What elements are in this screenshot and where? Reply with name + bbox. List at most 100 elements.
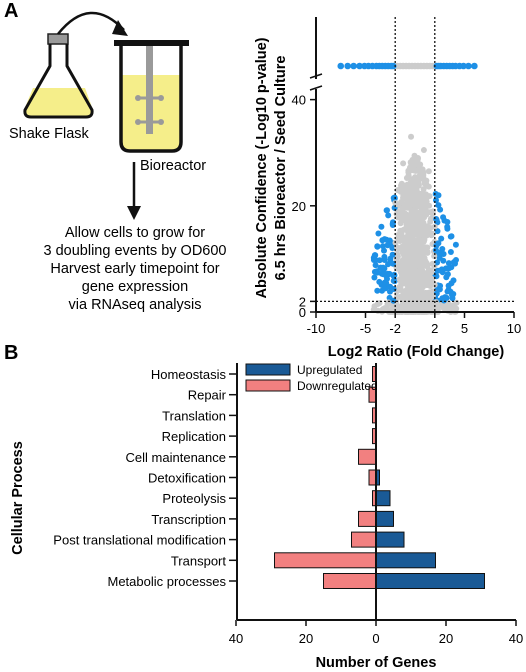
volcano-point bbox=[429, 260, 436, 267]
volcano-point bbox=[405, 283, 412, 289]
volcano-point bbox=[445, 265, 452, 272]
volcano-point bbox=[437, 206, 444, 213]
volcano-point bbox=[379, 243, 386, 250]
x-ticks: 40 20 0 20 40 bbox=[229, 620, 523, 646]
capped-point bbox=[465, 62, 472, 70]
bar-downregulated bbox=[274, 552, 377, 569]
volcano-point bbox=[387, 283, 394, 290]
legend-label-downregulated: Downregulated bbox=[297, 379, 378, 393]
volcano-point bbox=[384, 270, 391, 277]
volcano-point bbox=[384, 242, 391, 249]
volcano-point bbox=[390, 260, 396, 267]
volcano-point bbox=[374, 243, 381, 250]
bar-downregulated bbox=[323, 573, 377, 589]
bar-upregulated bbox=[375, 552, 436, 569]
bar-downregulated bbox=[368, 469, 377, 486]
volcano-point bbox=[434, 228, 441, 235]
volcano-point bbox=[431, 281, 438, 288]
volcano-point bbox=[452, 260, 458, 267]
volcano-point bbox=[384, 207, 390, 214]
volcano-point bbox=[372, 252, 379, 259]
volcano-point bbox=[406, 238, 413, 245]
volcano-point bbox=[449, 295, 456, 302]
volcano-point bbox=[410, 243, 417, 250]
volcano-point bbox=[374, 301, 381, 307]
volcano-point bbox=[389, 251, 396, 258]
axis-break-mark bbox=[309, 73, 323, 79]
bars bbox=[274, 366, 485, 589]
volcano-point bbox=[448, 233, 455, 240]
legend-label-upregulated: Upregulated bbox=[297, 363, 362, 377]
volcano-point bbox=[420, 170, 427, 177]
volcano-point bbox=[400, 160, 407, 167]
volcano-point bbox=[401, 275, 407, 282]
process-line: Allow cells to grow for bbox=[64, 225, 206, 241]
volcano-point bbox=[435, 306, 441, 313]
volcano-point bbox=[435, 202, 442, 209]
category-label: Replication bbox=[162, 429, 226, 444]
volcano-point bbox=[411, 213, 418, 220]
volcano-point bbox=[420, 280, 427, 287]
bar-upregulated bbox=[375, 490, 391, 507]
bar-upregulated bbox=[375, 573, 485, 589]
x-tick-label: -5 bbox=[360, 321, 372, 336]
capped-point bbox=[356, 62, 363, 70]
x-tick-label: 20 bbox=[439, 631, 453, 646]
volcano-point bbox=[393, 211, 400, 218]
volcano-point bbox=[410, 303, 417, 310]
x-tick-label: 10 bbox=[507, 321, 521, 336]
volcano-point bbox=[372, 262, 379, 269]
volcano-point bbox=[411, 264, 418, 271]
volcano-point bbox=[447, 249, 454, 255]
volcano-point bbox=[403, 223, 410, 230]
arrow-down-icon bbox=[127, 162, 141, 220]
process-description: Allow cells to grow for 3 doubling event… bbox=[20, 224, 250, 314]
volcano-point bbox=[438, 235, 445, 242]
category-label: Homeostasis bbox=[151, 367, 227, 382]
volcano-point bbox=[422, 293, 428, 300]
volcano-point bbox=[404, 181, 411, 188]
category-label: Metabolic processes bbox=[108, 574, 227, 589]
volcano-point bbox=[411, 296, 417, 303]
bioreactor-icon bbox=[114, 40, 189, 153]
volcano-point bbox=[400, 214, 407, 221]
volcano-point bbox=[425, 304, 432, 311]
legend: Upregulated Downregulated bbox=[245, 363, 378, 393]
arrow-curved-icon bbox=[57, 11, 128, 36]
volcano-point bbox=[396, 284, 403, 291]
volcano-point bbox=[425, 267, 432, 274]
volcano-point bbox=[374, 268, 380, 275]
x-tick-label: -2 bbox=[389, 321, 401, 336]
volcano-point bbox=[391, 272, 398, 279]
volcano-point bbox=[397, 220, 404, 227]
volcano-point bbox=[435, 192, 442, 199]
volcano-point bbox=[375, 230, 382, 237]
category-label: Post translational modification bbox=[53, 533, 226, 548]
volcano-point bbox=[381, 236, 388, 243]
volcano-point bbox=[418, 208, 425, 215]
volcano-point bbox=[421, 180, 428, 187]
volcano-point bbox=[434, 267, 441, 274]
volcano-point bbox=[394, 253, 401, 260]
volcano-point bbox=[422, 207, 429, 214]
bar-upregulated bbox=[375, 531, 405, 548]
process-line: via RNAseq analysis bbox=[68, 297, 202, 313]
x-tick-label: 5 bbox=[461, 321, 468, 336]
process-line: 3 doubling events by OD600 bbox=[43, 243, 227, 259]
volcano-point bbox=[381, 247, 387, 254]
x-tick-label: 2 bbox=[431, 321, 438, 336]
volcano-point bbox=[440, 214, 447, 221]
x-tick-label: -10 bbox=[307, 321, 326, 336]
y-tick-label: 40 bbox=[292, 93, 306, 108]
shake-flask-label: Shake Flask bbox=[9, 126, 89, 142]
capped-point bbox=[337, 62, 345, 70]
volcano-point bbox=[402, 248, 408, 255]
legend-swatch-upregulated bbox=[245, 363, 291, 376]
y-axis-label-2: 6.5 hrs Bioreactor / Seed Culture bbox=[273, 56, 289, 281]
volcano-point bbox=[444, 219, 451, 225]
volcano-point bbox=[374, 287, 381, 294]
x-tick-label: 40 bbox=[509, 631, 523, 646]
bioreactor-label: Bioreactor bbox=[140, 158, 207, 174]
